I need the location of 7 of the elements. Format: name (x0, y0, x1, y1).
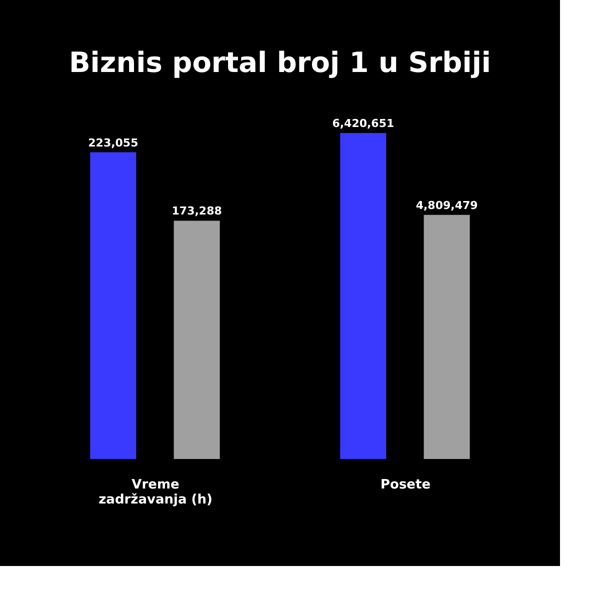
data-label: 4,809,479 (416, 198, 478, 212)
data-label: 6,420,651 (332, 117, 394, 130)
data-label: 223,055 (88, 136, 138, 150)
data-label: 173,288 (172, 204, 222, 218)
chart-title: Biznis portal broj 1 u Srbiji (68, 46, 492, 80)
x-axis-title: Vreme zadržavanja (h) (98, 478, 212, 508)
x-axis-title: Posete (380, 478, 431, 492)
